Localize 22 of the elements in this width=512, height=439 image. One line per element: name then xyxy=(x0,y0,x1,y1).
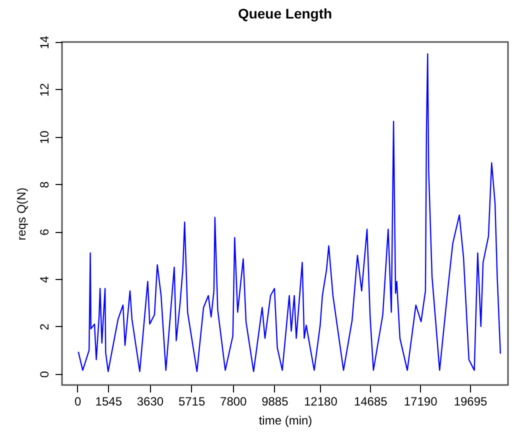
y-tick-label: 0 xyxy=(38,370,52,378)
x-tick-label: 5715 xyxy=(178,394,206,408)
x-tick-label: 7800 xyxy=(220,394,248,408)
y-tick-label: 2 xyxy=(38,323,52,330)
x-tick-label: 3630 xyxy=(136,394,164,408)
x-tick-label: 19695 xyxy=(454,394,488,408)
x-tick-label: 12180 xyxy=(304,394,338,408)
x-tick-label: 17190 xyxy=(404,394,438,408)
line-series xyxy=(78,53,502,372)
y-tick-label: 14 xyxy=(38,36,52,50)
x-tick-label: 0 xyxy=(74,394,82,408)
y-tick-label: 8 xyxy=(38,181,52,188)
y-tick-label: 6 xyxy=(38,228,52,236)
x-axis-title: time (min) xyxy=(258,414,312,428)
x-tick-label: 14685 xyxy=(354,394,388,408)
chart-title: Queue Length xyxy=(238,5,332,22)
x-tick-label: 1545 xyxy=(95,394,122,408)
y-tick-label: 10 xyxy=(38,130,52,144)
y-tick-label: 4 xyxy=(38,276,52,283)
y-tick-label: 12 xyxy=(38,82,52,97)
y-axis-title: reqs Q(N) xyxy=(14,188,28,240)
x-tick-label: 9885 xyxy=(262,394,289,408)
